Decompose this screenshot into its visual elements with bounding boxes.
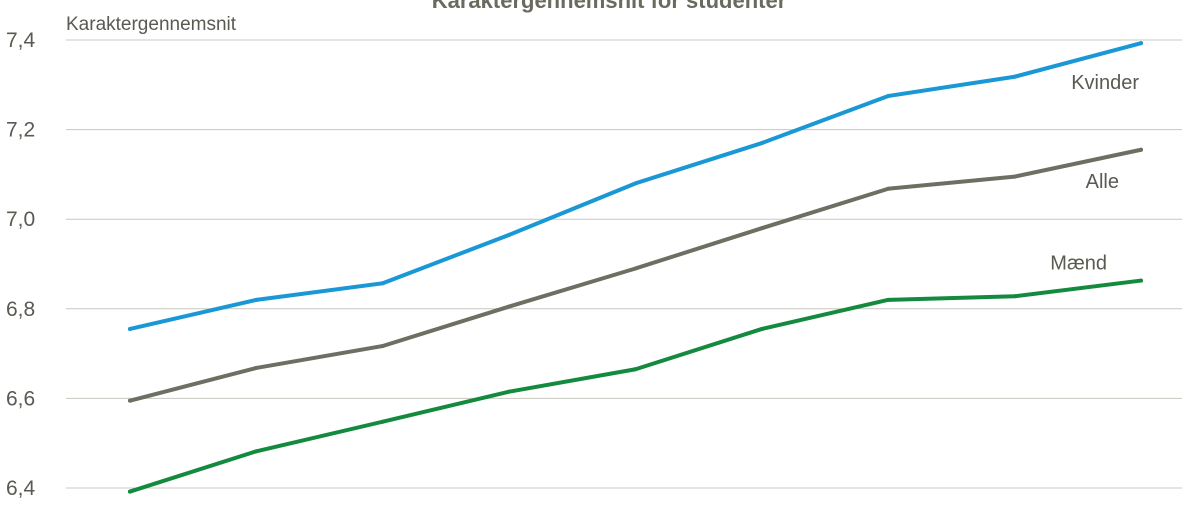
y-axis-label: Karaktergennemsnit xyxy=(66,14,237,35)
data-point xyxy=(1012,174,1017,179)
series-label: Mænd xyxy=(1050,253,1107,275)
data-point xyxy=(380,343,385,348)
data-point xyxy=(128,489,132,494)
data-point xyxy=(1012,74,1017,79)
y-tick-label: 6,8 xyxy=(6,298,35,321)
y-tick-label: 6,4 xyxy=(6,477,36,500)
data-point xyxy=(1139,41,1143,46)
gridlines xyxy=(66,39,1182,489)
data-point xyxy=(759,326,764,331)
series-line-0 xyxy=(128,41,1143,331)
data-point xyxy=(128,398,132,403)
data-point xyxy=(633,181,638,186)
y-axis-ticks: 6,4 6,6 6,8 7,0 7,2 7,4 xyxy=(6,29,36,500)
y-tick-label: 7,0 xyxy=(6,208,35,231)
data-point xyxy=(128,326,132,331)
y-tick-label: 6,6 xyxy=(6,387,35,410)
data-point xyxy=(759,141,764,146)
data-point xyxy=(507,389,512,394)
data-point xyxy=(886,94,891,98)
data-point xyxy=(886,186,891,191)
data-point xyxy=(759,226,764,231)
data-point xyxy=(254,365,259,370)
series-label: Kvinder xyxy=(1071,72,1139,94)
data-point xyxy=(507,232,512,237)
series-lines xyxy=(128,41,1143,494)
series-labels: Kvinder Alle Mænd xyxy=(1050,72,1139,274)
data-point xyxy=(1139,278,1143,283)
data-point xyxy=(254,297,259,302)
series-label: Alle xyxy=(1086,171,1119,193)
y-tick-label: 7,4 xyxy=(6,29,36,52)
data-point xyxy=(380,281,385,286)
chart-title: Karaktergennemsnit for studenter xyxy=(432,0,787,13)
series-line-2 xyxy=(128,278,1143,494)
data-point xyxy=(633,367,638,372)
data-point xyxy=(633,266,638,271)
data-point xyxy=(254,449,259,454)
data-point xyxy=(380,419,385,424)
data-point xyxy=(1139,147,1143,152)
data-point xyxy=(507,304,512,309)
series-line-1 xyxy=(128,147,1143,403)
data-point xyxy=(886,297,891,302)
y-tick-label: 7,2 xyxy=(6,119,35,142)
data-point xyxy=(1012,294,1017,299)
